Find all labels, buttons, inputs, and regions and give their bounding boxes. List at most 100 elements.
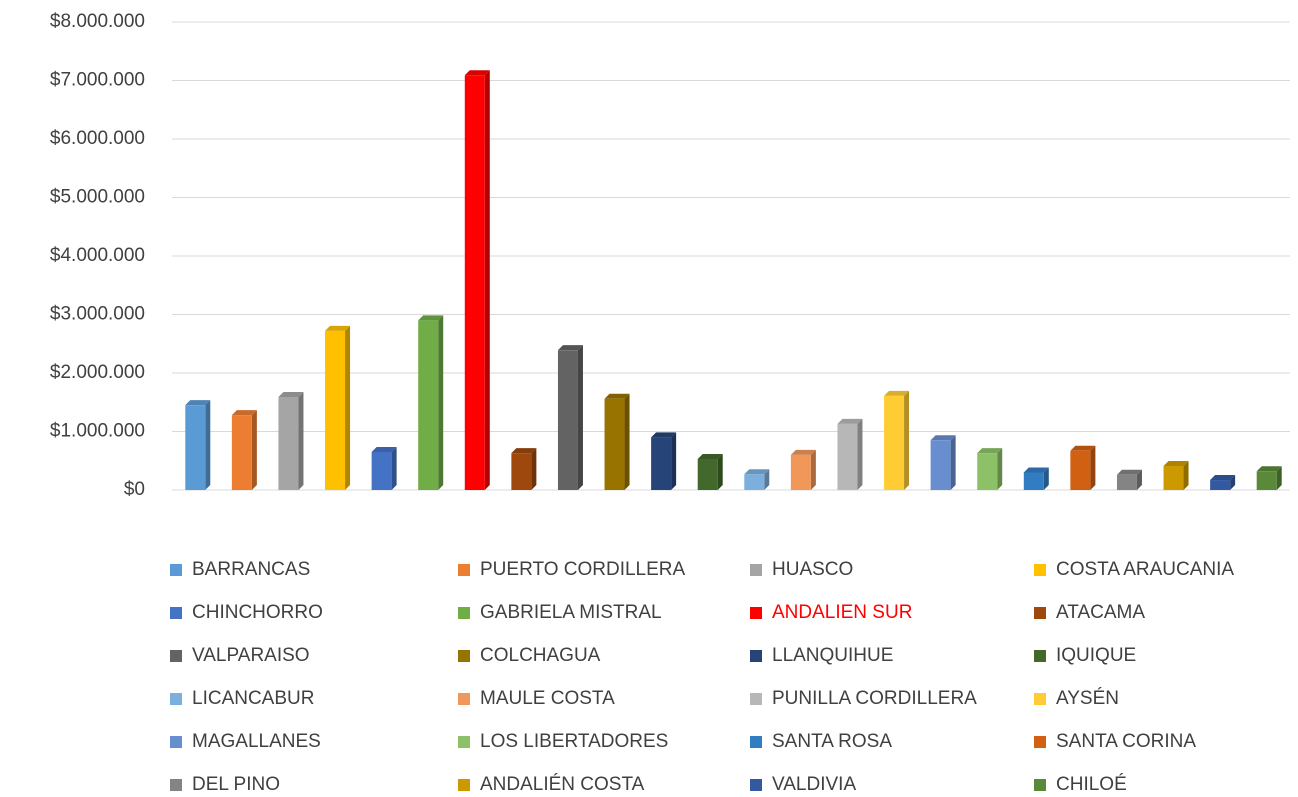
bar-top xyxy=(1163,461,1189,467)
bar-top xyxy=(651,432,677,438)
legend-swatch xyxy=(1034,564,1046,576)
legend-label: MAGALLANES xyxy=(192,731,321,752)
y-tick-label: $6.000.000 xyxy=(50,128,145,149)
legend-swatch xyxy=(458,650,470,662)
legend-swatch xyxy=(170,779,182,791)
legend-label: ANDALIEN SUR xyxy=(772,602,912,623)
legend-label: HUASCO xyxy=(772,559,853,580)
bar-top xyxy=(790,449,816,455)
bar-top xyxy=(977,448,1003,454)
bar-side xyxy=(484,70,490,491)
bar-side xyxy=(1183,461,1189,490)
bar-side xyxy=(391,446,397,490)
y-tick-label: $2.000.000 xyxy=(50,362,145,383)
legend-label: SANTA CORINA xyxy=(1056,731,1196,752)
bar-side xyxy=(624,393,630,490)
bar-top xyxy=(1256,466,1282,472)
legend-swatch xyxy=(750,607,762,619)
legend-swatch xyxy=(458,693,470,705)
bar xyxy=(464,75,485,491)
legend-swatch xyxy=(170,693,182,705)
legend-label: PUNILLA CORDILLERA xyxy=(772,688,977,709)
legend-swatch xyxy=(170,607,182,619)
bar xyxy=(325,330,346,490)
y-tick-label: $5.000.000 xyxy=(50,187,145,208)
bar xyxy=(231,415,252,490)
legend-label: BARRANCAS xyxy=(192,559,310,580)
legend-label: ATACAMA xyxy=(1056,602,1145,623)
bar-top xyxy=(278,391,304,397)
y-tick-label: $0 xyxy=(124,479,145,500)
bar-top xyxy=(464,70,490,76)
legend-swatch xyxy=(750,693,762,705)
bar xyxy=(1023,472,1044,490)
bar xyxy=(511,453,532,490)
bar-top xyxy=(604,393,630,399)
bar-top xyxy=(325,325,351,331)
bar xyxy=(790,454,811,490)
legend-label: ANDALIÉN COSTA xyxy=(480,774,645,795)
legend-label: COLCHAGUA xyxy=(480,645,601,666)
legend-swatch xyxy=(1034,736,1046,748)
bar xyxy=(1070,450,1091,490)
bar-side xyxy=(857,418,863,490)
bar-side xyxy=(531,448,537,490)
y-tick-label: $8.000.000 xyxy=(50,11,145,32)
bar-side xyxy=(671,432,677,490)
bar-side xyxy=(1276,466,1282,490)
bar xyxy=(371,451,392,490)
legend-swatch xyxy=(458,736,470,748)
bar-side xyxy=(251,410,257,490)
legend-label: LOS LIBERTADORES xyxy=(480,731,668,752)
bar xyxy=(557,350,578,490)
legend-swatch xyxy=(750,650,762,662)
bar-top xyxy=(511,448,537,454)
bar-top xyxy=(185,400,211,406)
bar-side xyxy=(1043,467,1049,490)
legend-label: LLANQUIHUE xyxy=(772,645,893,666)
legend-label: VALPARAISO xyxy=(192,645,310,666)
legend-swatch xyxy=(1034,779,1046,791)
bar-top xyxy=(884,390,910,396)
bar-side xyxy=(810,449,816,490)
bar-side xyxy=(997,448,1003,490)
bar-side xyxy=(717,453,723,490)
bar xyxy=(837,423,858,490)
bar-top xyxy=(1210,475,1236,481)
bar-top xyxy=(930,435,956,441)
legend-swatch xyxy=(1034,693,1046,705)
legend-swatch xyxy=(170,650,182,662)
y-tick-label: $7.000.000 xyxy=(50,70,145,91)
legend-label: VALDIVIA xyxy=(772,774,856,795)
legend-swatch xyxy=(458,607,470,619)
legend-label: CHILOÉ xyxy=(1056,774,1127,795)
bar-side xyxy=(1230,475,1236,490)
bar xyxy=(697,458,718,490)
bar-side xyxy=(577,345,583,490)
bar-top xyxy=(418,315,444,321)
y-tick-label: $4.000.000 xyxy=(50,245,145,266)
bar-top xyxy=(1023,467,1049,473)
bar-side xyxy=(904,390,910,490)
bar xyxy=(744,474,765,490)
bar xyxy=(1163,466,1184,490)
bar-top xyxy=(557,345,583,351)
bar xyxy=(1256,471,1277,490)
legend-label: MAULE COSTA xyxy=(480,688,615,709)
bar-top xyxy=(1070,445,1096,451)
bar-top xyxy=(231,410,257,416)
bar-side xyxy=(438,315,444,490)
bar xyxy=(884,395,905,490)
y-tick-label: $1.000.000 xyxy=(50,421,145,442)
bar-side xyxy=(1090,445,1096,490)
legend-swatch xyxy=(458,779,470,791)
bar-top xyxy=(371,446,397,452)
legend-swatch xyxy=(170,736,182,748)
y-tick-label: $3.000.000 xyxy=(50,304,145,325)
legend-swatch xyxy=(1034,607,1046,619)
legend-swatch xyxy=(1034,650,1046,662)
legend-swatch xyxy=(750,736,762,748)
bar-side xyxy=(764,469,770,490)
bar-side xyxy=(345,325,351,490)
